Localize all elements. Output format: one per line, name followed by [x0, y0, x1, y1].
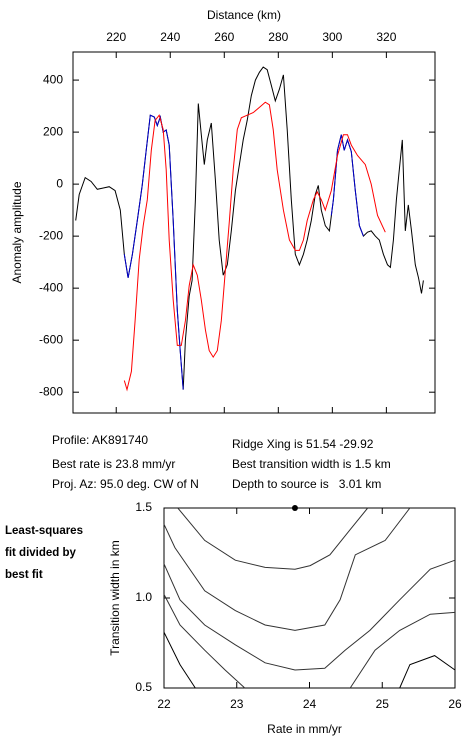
x-tick-label: 280	[268, 30, 288, 44]
y-axis-title: Transition width in km	[108, 540, 122, 656]
y-axis-title: Anomaly amplitude	[10, 181, 24, 283]
y-tick-label: 0.5	[135, 680, 152, 694]
ridge-text: Ridge Xing is 51.54 -29.92	[232, 437, 374, 451]
data-line	[163, 559, 456, 671]
x-tick-label: 26	[448, 697, 462, 711]
y-tick-label: -400	[39, 280, 63, 294]
azimuth-text: Proj. Az: 95.0 deg. CW of N	[52, 477, 199, 491]
rate-text: Best rate is 23.8 mm/yr	[52, 457, 175, 471]
best-fit-dot	[291, 505, 298, 511]
y-tick-label: 400	[43, 72, 63, 86]
data-line	[163, 594, 246, 689]
data-line	[123, 114, 364, 390]
y-tick-label: -800	[39, 384, 63, 398]
plot-frame	[72, 51, 436, 414]
x-tick-label: 220	[106, 30, 126, 44]
y-tick-label: 1.5	[135, 500, 152, 514]
plot-frame	[163, 507, 456, 689]
width-text: Best transition width is 1.5 km	[232, 457, 391, 471]
data-line	[349, 611, 456, 689]
side-label: best fit	[5, 569, 43, 581]
profile-text: Profile: AK891740	[52, 433, 148, 447]
x-tick-label: 23	[230, 697, 244, 711]
x-axis-title: Distance (km)	[207, 8, 281, 22]
x-axis-title: Rate in mm/yr	[267, 722, 342, 736]
side-label: Least-squares	[5, 525, 83, 537]
data-line	[177, 507, 369, 570]
x-tick-label: 24	[303, 697, 317, 711]
y-tick-label: 0	[56, 176, 63, 190]
depth-text: Depth to source is 3.01 km	[232, 477, 381, 491]
y-tick-label: 200	[43, 124, 63, 138]
data-line	[163, 631, 196, 689]
x-tick-label: 22	[157, 697, 171, 711]
x-tick-label: 25	[376, 697, 390, 711]
y-tick-label: -200	[39, 228, 63, 242]
side-label: fit divided by	[5, 547, 77, 559]
data-line	[123, 101, 386, 392]
data-line	[399, 655, 456, 689]
x-tick-label: 320	[376, 30, 396, 44]
x-tick-label: 260	[214, 30, 234, 44]
data-line	[75, 66, 424, 390]
y-tick-label: -600	[39, 332, 63, 346]
x-tick-label: 240	[160, 30, 180, 44]
y-tick-label: 1.0	[135, 590, 152, 604]
data-line	[163, 507, 411, 631]
x-tick-label: 300	[322, 30, 342, 44]
